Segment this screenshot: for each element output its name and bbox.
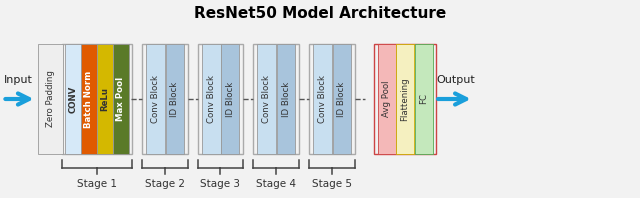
Text: Output: Output	[436, 75, 476, 85]
Text: Conv Block: Conv Block	[262, 75, 271, 123]
Bar	[277, 44, 295, 154]
Text: Input: Input	[4, 75, 33, 85]
Text: Stage 5: Stage 5	[312, 179, 352, 189]
Bar	[415, 44, 433, 154]
Bar	[309, 44, 355, 154]
Bar	[396, 44, 414, 154]
Bar	[166, 44, 184, 154]
Text: ID Block: ID Block	[337, 81, 346, 117]
Text: Zero Padding: Zero Padding	[46, 70, 55, 128]
Bar	[202, 44, 221, 154]
Text: ID Block: ID Block	[170, 81, 179, 117]
Text: Batch Norm: Batch Norm	[84, 70, 93, 128]
Bar	[378, 44, 396, 154]
Bar	[38, 44, 63, 154]
Text: Stage 3: Stage 3	[200, 179, 241, 189]
Text: ReLu: ReLu	[100, 87, 109, 111]
Text: Avg Pool: Avg Pool	[382, 81, 391, 117]
Bar	[65, 44, 81, 154]
Bar	[81, 44, 97, 154]
Text: FC: FC	[419, 93, 428, 105]
Bar	[374, 44, 436, 154]
Bar	[146, 44, 165, 154]
Text: Conv Block: Conv Block	[151, 75, 160, 123]
Bar	[221, 44, 239, 154]
Bar	[257, 44, 276, 154]
Text: ID Block: ID Block	[226, 81, 235, 117]
Text: Stage 1: Stage 1	[77, 179, 117, 189]
Bar	[113, 44, 129, 154]
Bar	[198, 44, 243, 154]
Text: Max Pool: Max Pool	[116, 77, 125, 121]
Text: Stage 4: Stage 4	[256, 179, 296, 189]
Text: CONV: CONV	[68, 85, 77, 113]
Bar	[142, 44, 188, 154]
Bar	[97, 44, 113, 154]
Bar	[62, 44, 132, 154]
Text: Stage 2: Stage 2	[145, 179, 185, 189]
Text: ResNet50 Model Architecture: ResNet50 Model Architecture	[194, 6, 446, 21]
Bar	[253, 44, 299, 154]
Text: Conv Block: Conv Block	[318, 75, 327, 123]
Text: Flattening: Flattening	[401, 77, 410, 121]
Bar	[333, 44, 351, 154]
Bar	[313, 44, 332, 154]
Text: ID Block: ID Block	[282, 81, 291, 117]
Text: Conv Block: Conv Block	[207, 75, 216, 123]
